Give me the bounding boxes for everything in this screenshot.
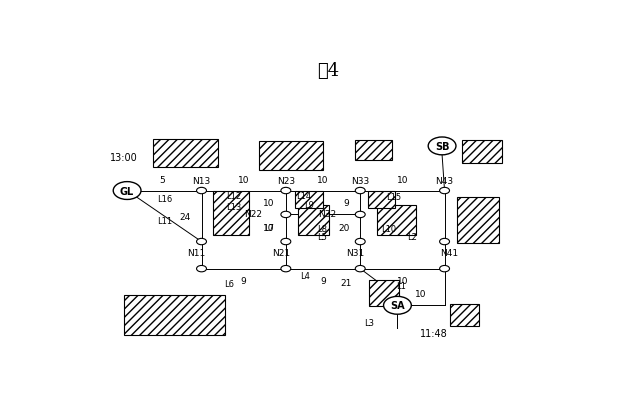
Bar — [367, 192, 395, 209]
Circle shape — [281, 212, 291, 218]
Circle shape — [281, 188, 291, 194]
Bar — [154, 139, 218, 168]
Bar — [259, 142, 323, 171]
Text: 13:00: 13:00 — [110, 153, 138, 163]
Text: N41: N41 — [440, 248, 459, 257]
Text: 9: 9 — [344, 199, 349, 207]
Text: L2: L2 — [408, 233, 417, 242]
Text: L7: L7 — [264, 224, 275, 233]
Text: L4: L4 — [300, 271, 310, 280]
Bar — [376, 205, 416, 235]
Circle shape — [355, 239, 365, 245]
Text: L13: L13 — [227, 202, 241, 211]
Text: L14: L14 — [296, 192, 311, 201]
Circle shape — [355, 266, 365, 272]
Text: L12: L12 — [227, 191, 241, 200]
Text: L1: L1 — [396, 281, 406, 290]
Bar — [449, 304, 479, 326]
Text: L9: L9 — [304, 201, 314, 210]
Text: 5: 5 — [159, 175, 164, 184]
Circle shape — [355, 212, 365, 218]
Circle shape — [440, 188, 449, 194]
Text: N13: N13 — [193, 177, 211, 186]
Text: L6: L6 — [224, 280, 234, 288]
Text: 围4: 围4 — [317, 62, 339, 80]
Circle shape — [196, 239, 207, 245]
Circle shape — [383, 297, 412, 314]
Circle shape — [355, 188, 365, 194]
Text: SA: SA — [390, 301, 404, 311]
Text: 21: 21 — [340, 278, 351, 287]
Circle shape — [440, 239, 449, 245]
Text: L10: L10 — [381, 224, 397, 233]
Circle shape — [281, 239, 291, 245]
Text: 20: 20 — [338, 224, 349, 233]
Text: 9: 9 — [241, 276, 246, 285]
Text: SB: SB — [435, 142, 449, 152]
Bar — [355, 140, 392, 161]
Bar — [124, 295, 225, 335]
Bar — [298, 205, 329, 235]
Text: 10: 10 — [317, 175, 329, 184]
Text: 9: 9 — [320, 276, 326, 285]
Circle shape — [428, 138, 456, 155]
Text: N22: N22 — [244, 210, 262, 219]
Text: 10: 10 — [415, 290, 427, 299]
Circle shape — [196, 188, 207, 194]
Text: N23: N23 — [276, 177, 295, 186]
Text: N43: N43 — [435, 177, 454, 186]
Text: 10: 10 — [238, 175, 250, 184]
Text: N31: N31 — [346, 248, 364, 257]
Bar — [457, 197, 499, 244]
Bar — [295, 192, 323, 209]
Text: N33: N33 — [351, 177, 369, 186]
Text: L8: L8 — [317, 224, 327, 233]
Text: L11: L11 — [157, 217, 172, 226]
Circle shape — [440, 266, 449, 272]
Bar — [369, 281, 399, 306]
Text: 10: 10 — [264, 199, 275, 207]
Text: L16: L16 — [157, 195, 172, 204]
Text: 24: 24 — [179, 212, 191, 221]
Text: 10: 10 — [264, 224, 275, 233]
Bar — [213, 191, 248, 235]
Text: L5: L5 — [317, 233, 327, 242]
Text: L3: L3 — [364, 318, 374, 327]
Text: N32: N32 — [318, 210, 337, 219]
Text: 10: 10 — [397, 175, 408, 184]
Bar — [462, 141, 502, 164]
Circle shape — [281, 266, 291, 272]
Text: 10: 10 — [397, 276, 408, 285]
Text: L15: L15 — [387, 193, 402, 202]
Circle shape — [196, 266, 207, 272]
Text: N21: N21 — [272, 248, 290, 257]
Text: N11: N11 — [188, 248, 205, 257]
Text: GL: GL — [120, 186, 134, 196]
Text: 11:48: 11:48 — [420, 328, 447, 338]
Circle shape — [113, 182, 141, 200]
